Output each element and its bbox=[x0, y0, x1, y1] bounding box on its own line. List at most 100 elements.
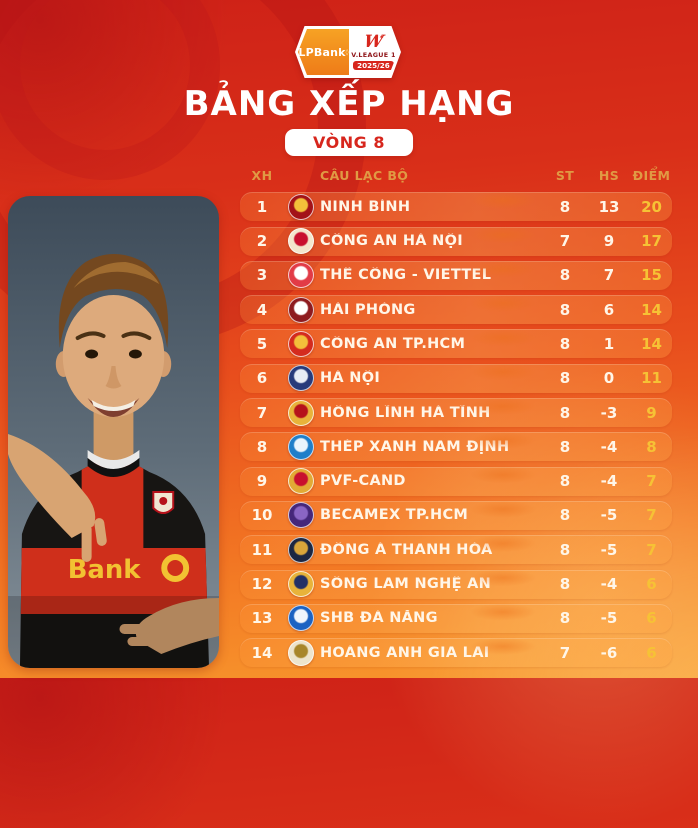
club-name: BECAMEX TP.HCM bbox=[320, 507, 469, 524]
column-club: CÂU LẠC BỘ bbox=[320, 167, 409, 183]
svg-text:Bank: Bank bbox=[68, 555, 142, 585]
league-name: V.LEAGUE 1 bbox=[351, 51, 396, 60]
table-row: 4 HẢI PHÒNG 8 6 14 bbox=[240, 295, 672, 325]
table-row: 8 THÉP XANH NAM ĐỊNH 8 -4 8 bbox=[240, 432, 672, 462]
hai-phong-crest-icon bbox=[288, 296, 314, 323]
rank-value: 5 bbox=[256, 334, 268, 353]
hong-linh-ha-tinh-crest-icon bbox=[288, 399, 314, 426]
matches-played-value: 8 bbox=[559, 334, 571, 353]
goal-difference-value: -5 bbox=[600, 506, 618, 525]
rank-value: 8 bbox=[256, 437, 268, 456]
points-value: 14 bbox=[641, 300, 662, 319]
season-label: 2025/26 bbox=[353, 60, 394, 70]
table-header-row: XH CÂU LẠC BỘ ST HS ĐIỂM bbox=[240, 163, 672, 187]
goal-difference-value: 7 bbox=[603, 266, 615, 285]
column-points: ĐIỂM bbox=[632, 167, 671, 183]
rank-value: 13 bbox=[251, 609, 273, 628]
matches-played-value: 8 bbox=[559, 472, 571, 491]
cong-an-tphcm-crest-icon bbox=[288, 330, 314, 357]
player-illustration: Bank bbox=[8, 196, 219, 668]
table-row: 14 HOÀNG ANH GIA LAI 7 -6 6 bbox=[240, 638, 672, 668]
rank-value: 12 bbox=[251, 575, 273, 594]
vleague-logo: W ✶ V.LEAGUE 1 2025/26 bbox=[348, 29, 398, 75]
player-photo: Bank bbox=[8, 196, 219, 668]
club-name: HÀ NỘI bbox=[320, 370, 381, 387]
points-value: 6 bbox=[646, 643, 657, 662]
goal-difference-value: 1 bbox=[603, 334, 615, 353]
matches-played-value: 8 bbox=[559, 369, 571, 388]
cong-an-ha-noi-crest-icon bbox=[288, 228, 314, 255]
points-value: 6 bbox=[646, 609, 657, 628]
matches-played-value: 8 bbox=[559, 266, 571, 285]
table-row: 2 CÔNG AN HÀ NỘI 7 9 17 bbox=[240, 226, 672, 256]
ha-noi-crest-icon bbox=[288, 365, 314, 392]
table-row: 6 HÀ NỘI 8 0 11 bbox=[240, 363, 672, 393]
rank-value: 1 bbox=[256, 197, 268, 216]
column-rank: XH bbox=[251, 167, 273, 183]
pvf-cand-crest-icon bbox=[288, 468, 314, 495]
club-name: PVF-CAND bbox=[320, 473, 406, 490]
table-row: 9 PVF-CAND 8 -4 7 bbox=[240, 466, 672, 496]
goal-difference-value: 9 bbox=[603, 232, 615, 251]
club-name: SÔNG LAM NGHỆ AN bbox=[320, 576, 492, 593]
table-row: 7 HỒNG LĨNH HÀ TĨNH 8 -3 9 bbox=[240, 398, 672, 428]
the-cong-viettel-crest-icon bbox=[288, 262, 314, 289]
matches-played-value: 8 bbox=[559, 609, 571, 628]
points-value: 14 bbox=[641, 334, 662, 353]
points-value: 20 bbox=[641, 197, 662, 216]
goal-difference-value: -5 bbox=[600, 540, 618, 559]
table-row: 1 NINH BÌNH 8 13 20 bbox=[240, 192, 672, 222]
club-name: THỂ CÔNG - VIETTEL bbox=[320, 267, 492, 284]
goal-difference-value: 0 bbox=[603, 369, 615, 388]
points-value: 9 bbox=[646, 403, 657, 422]
table-row: 12 SÔNG LAM NGHỆ AN 8 -4 6 bbox=[240, 569, 672, 599]
goal-difference-value: 6 bbox=[603, 300, 615, 319]
club-name: HOÀNG ANH GIA LAI bbox=[320, 644, 490, 661]
matches-played-value: 7 bbox=[559, 232, 571, 251]
ninh-binh-crest-icon bbox=[288, 193, 314, 220]
points-value: 7 bbox=[646, 540, 657, 559]
points-value: 15 bbox=[641, 266, 662, 285]
club-name: ĐÔNG Á THANH HÓA bbox=[320, 541, 493, 558]
dong-a-thanh-hoa-crest-icon bbox=[288, 536, 314, 563]
goal-difference-value: -4 bbox=[600, 575, 618, 594]
matches-played-value: 8 bbox=[559, 506, 571, 525]
matches-played-value: 8 bbox=[559, 575, 571, 594]
table-row: 11 ĐÔNG Á THANH HÓA 8 -5 7 bbox=[240, 535, 672, 565]
rank-value: 14 bbox=[251, 643, 273, 662]
club-name: NINH BÌNH bbox=[320, 198, 411, 215]
hoang-anh-gia-lai-crest-icon bbox=[288, 639, 314, 666]
becamex-tphcm-crest-icon bbox=[288, 502, 314, 529]
club-name: HẢI PHÒNG bbox=[320, 301, 416, 318]
rank-value: 2 bbox=[256, 232, 268, 251]
registered-mark-icon: ◊ bbox=[345, 48, 349, 56]
goal-difference-value: -5 bbox=[600, 609, 618, 628]
rank-value: 6 bbox=[256, 369, 268, 388]
star-icon: ✶ bbox=[378, 34, 384, 41]
shb-da-nang-crest-icon bbox=[288, 605, 314, 632]
league-badge: LPBank ◊ W ✶ V.LEAGUE 1 2025/26 bbox=[295, 26, 401, 78]
points-value: 7 bbox=[646, 506, 657, 525]
table-row: 10 BECAMEX TP.HCM 8 -5 7 bbox=[240, 500, 672, 530]
rank-value: 4 bbox=[256, 300, 268, 319]
table-body: 1 NINH BÌNH 8 13 20 2 CÔNG AN HÀ NỘI 7 9… bbox=[240, 192, 672, 668]
matches-played-value: 7 bbox=[559, 643, 571, 662]
club-name: CÔNG AN TP.HCM bbox=[320, 335, 466, 352]
thep-xanh-nam-dinh-crest-icon bbox=[288, 433, 314, 460]
rank-value: 10 bbox=[251, 506, 273, 525]
points-value: 6 bbox=[646, 575, 657, 594]
column-goal-difference: HS bbox=[598, 167, 620, 183]
column-played: ST bbox=[555, 167, 575, 183]
points-value: 17 bbox=[641, 232, 662, 251]
rank-value: 11 bbox=[251, 540, 273, 559]
goal-difference-value: -6 bbox=[600, 643, 618, 662]
matches-played-value: 8 bbox=[559, 437, 571, 456]
goal-difference-value: 13 bbox=[598, 197, 620, 216]
club-name: THÉP XANH NAM ĐỊNH bbox=[320, 438, 510, 455]
standings-table: XH CÂU LẠC BỘ ST HS ĐIỂM 1 NINH BÌNH 8 1… bbox=[240, 163, 672, 668]
matches-played-value: 8 bbox=[559, 540, 571, 559]
points-value: 7 bbox=[646, 472, 657, 491]
points-value: 11 bbox=[641, 369, 662, 388]
matches-played-value: 8 bbox=[559, 197, 571, 216]
